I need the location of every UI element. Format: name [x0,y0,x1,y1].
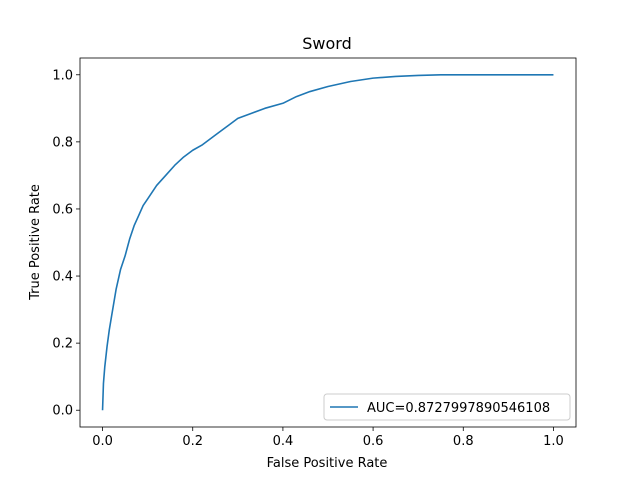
legend-entry-label: AUC=0.8727997890546108 [367,401,550,416]
plot-content [101,73,554,411]
y-tick-label: 0.8 [52,135,73,150]
x-tick-label: 0.0 [92,434,113,449]
x-tick-label: 1.0 [543,434,564,449]
roc-curve-line [101,73,554,411]
x-tick-label: 0.4 [273,434,294,449]
plot-area [80,58,576,427]
y-axis-label: True Positive Rate [28,184,43,301]
y-axis-ticks: 0.0 0.2 0.4 0.6 0.8 1.0 [52,68,80,419]
x-axis-ticks: 0.0 0.2 0.4 0.6 0.8 1.0 [92,427,564,449]
legend-box [323,393,571,421]
plot-frame [79,57,577,428]
x-tick-label: 0.6 [363,434,384,449]
y-tick-label: 0.6 [52,202,73,217]
x-tick-label: 0.8 [453,434,474,449]
x-axis-label: False Positive Rate [267,456,388,471]
y-tick-label: 0.0 [52,404,73,419]
y-tick-label: 1.0 [52,68,73,83]
y-tick-label: 0.2 [52,337,73,352]
y-tick-label: 0.4 [52,270,73,285]
legend: AUC=0.8727997890546108 [323,393,571,421]
chart-title: Sword [302,34,351,53]
x-tick-label: 0.2 [182,434,203,449]
